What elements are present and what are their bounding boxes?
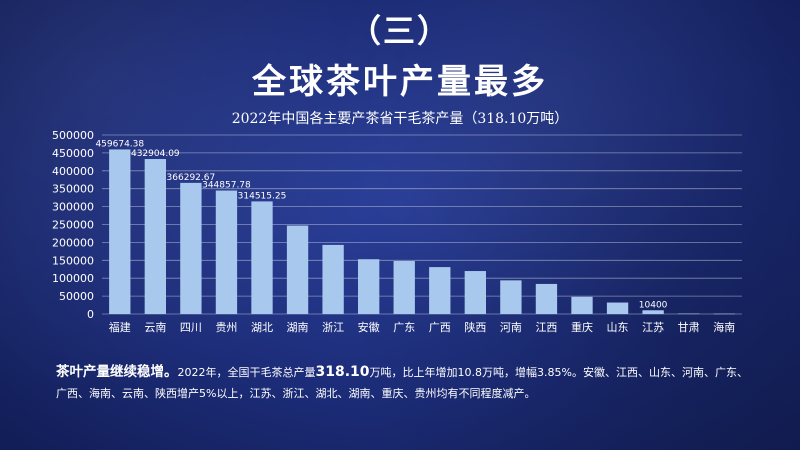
bars: [109, 149, 735, 315]
bar: [215, 190, 238, 314]
bar: [109, 149, 131, 314]
x-tick-label: 山东: [607, 321, 629, 334]
y-tick-label: 50000: [59, 290, 94, 303]
bar: [535, 283, 558, 314]
bar: [251, 201, 273, 314]
bar: [322, 244, 344, 314]
y-tick-label: 450000: [52, 147, 94, 160]
x-axis-ticks: 福建 云南 四川 贵州 湖北 湖南 浙江 安徽 广东 广西 陕西 河南 江西 重庆 山东 江苏 甘肃 海南: [109, 320, 735, 334]
bar: [358, 259, 380, 314]
y-tick-label: 0: [87, 308, 94, 321]
x-tick-label: 安徽: [358, 320, 380, 334]
x-tick-label: 贵州: [215, 321, 237, 334]
bar: [393, 261, 415, 314]
y-axis-ticks: 0 50000 100000 150000 200000 250000 300000 3500…: [52, 129, 94, 321]
bar: [180, 182, 202, 314]
x-tick-label: 湖南: [287, 321, 309, 334]
page-title: 全球茶叶产量最多: [252, 62, 548, 102]
data-label: 314515.25: [238, 191, 287, 201]
y-tick-label: 300000: [52, 201, 94, 214]
bar: [571, 296, 593, 314]
data-label: 459674.38: [95, 139, 144, 149]
bar: [606, 302, 629, 314]
data-label: 10400: [639, 300, 668, 310]
x-tick-label: 福建: [109, 320, 131, 334]
y-tick-label: 150000: [52, 254, 94, 267]
y-tick-label: 400000: [52, 165, 94, 178]
summary-text-2: 万吨，比上年增加10.8万吨，增幅3.85%。安徽、江西、山东、河南、广东、广西…: [56, 366, 748, 400]
y-tick-label: 100000: [52, 272, 94, 285]
bar: [642, 310, 664, 314]
x-tick-label: 云南: [144, 321, 166, 334]
summary-lead: 茶叶产量继续稳增。: [56, 364, 178, 380]
bar: [286, 225, 309, 314]
grid-lines: [102, 134, 742, 315]
bar: [678, 313, 700, 315]
y-tick-label: 250000: [52, 219, 94, 232]
bar: [464, 271, 486, 314]
y-tick-label: 500000: [52, 129, 94, 142]
x-tick-label: 四川: [180, 321, 202, 334]
y-tick-label: 200000: [52, 236, 94, 249]
bar: [500, 280, 522, 314]
summary-text-1: 2022年，全国干毛茶总产量: [177, 366, 316, 379]
x-tick-label: 广西: [429, 321, 451, 334]
data-label: 344857.78: [202, 181, 251, 191]
data-label: 432904.09: [131, 149, 180, 159]
summary-highlight: 318.10: [315, 364, 370, 380]
y-tick-label: 350000: [52, 183, 94, 196]
x-tick-label: 广东: [393, 321, 415, 334]
x-tick-label: 江苏: [642, 321, 664, 334]
x-tick-label: 江西: [535, 321, 557, 334]
bar: [144, 159, 166, 314]
x-tick-label: 湖北: [251, 321, 273, 334]
x-tick-label: 浙江: [322, 321, 344, 334]
chart-title: 2022年中国各主要产茶省干毛茶产量（318.10万吨）: [231, 111, 569, 127]
bar: [429, 267, 451, 314]
summary-text: 茶叶产量继续稳增。2022年，全国干毛茶总产量318.10万吨，比上年增加10.…: [56, 362, 756, 404]
x-tick-label: 甘肃: [678, 321, 700, 334]
x-tick-label: 河南: [500, 321, 522, 334]
bar-chart: 0 50000 100000 150000 200000 250000 300000 3500…: [52, 129, 742, 334]
x-tick-label: 陕西: [464, 320, 486, 334]
section-label: （三）: [348, 12, 451, 50]
x-tick-label: 海南: [713, 320, 735, 334]
data-label: 366292.67: [167, 173, 216, 183]
bar: [713, 313, 735, 315]
x-tick-label: 重庆: [571, 320, 593, 334]
